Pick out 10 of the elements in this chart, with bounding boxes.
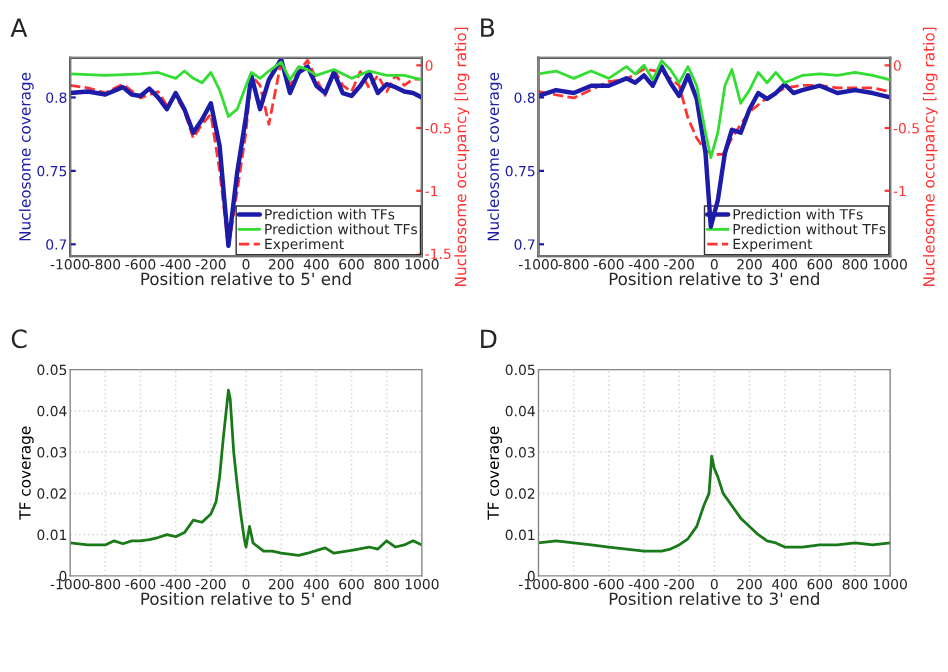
x-axis-title: Position relative to 5' end [141,592,351,606]
chart-title: B [481,18,495,37]
chart-title: A [10,18,28,37]
x-axis-title: Position relative to 3' end [609,272,819,286]
chart-title: D [481,329,497,348]
line-series [70,388,422,557]
chart-title: C [11,329,27,349]
x-axis-title: Position relative to 5' end [141,272,351,286]
x-axis-title: Position relative to 3' end [609,592,819,606]
line-series [538,454,891,553]
